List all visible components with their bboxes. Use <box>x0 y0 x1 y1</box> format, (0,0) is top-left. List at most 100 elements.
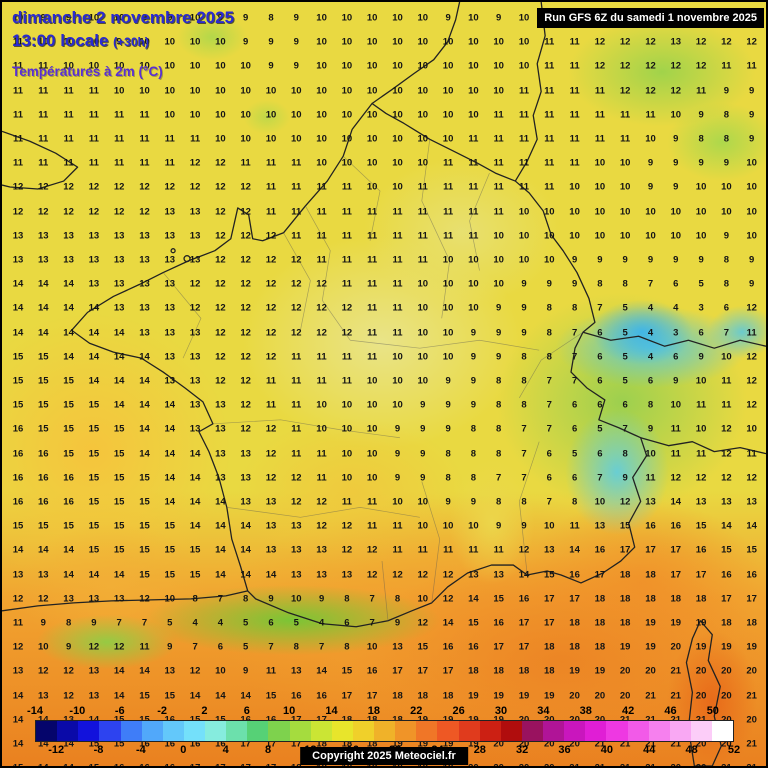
france-outline <box>70 102 648 628</box>
temp-value: 9 <box>470 399 477 411</box>
temp-value: 11 <box>38 60 49 72</box>
temp-value: 13 <box>189 399 201 411</box>
temp-value: 16 <box>38 472 49 484</box>
temp-value: 10 <box>366 60 378 72</box>
temp-value: 9 <box>243 12 249 24</box>
temp-value: 19 <box>695 641 707 653</box>
temp-value: 15 <box>164 568 176 580</box>
temp-value: 10 <box>240 133 251 145</box>
temp-value: 19 <box>619 641 631 653</box>
temp-value: 12 <box>240 375 251 387</box>
temp-value: 12 <box>12 593 24 605</box>
colorbar-label: -2 <box>157 705 167 717</box>
temp-value: 10 <box>215 665 226 677</box>
temp-value: 20 <box>569 714 580 726</box>
temp-value: 8 <box>496 399 502 411</box>
temp-value: 6 <box>597 399 603 411</box>
colorbar-label: 14 <box>325 705 338 717</box>
temp-value: 7 <box>571 351 578 363</box>
temp-value: 10 <box>569 205 580 217</box>
temp-value: 13 <box>139 278 150 290</box>
temp-value: 11 <box>291 351 302 363</box>
temp-value: 10 <box>215 109 226 121</box>
temp-value: 15 <box>63 520 74 532</box>
temp-value: 9 <box>394 617 401 629</box>
temp-value: 10 <box>544 205 555 217</box>
temp-value: 11 <box>569 84 580 96</box>
temp-value: 13 <box>88 230 100 242</box>
temp-value: 13 <box>12 568 24 580</box>
temp-value: 12 <box>265 278 277 290</box>
temp-value: 13 <box>215 423 226 435</box>
temp-value: 5 <box>622 326 628 338</box>
temp-value: 10 <box>619 205 631 217</box>
temp-value: 15 <box>38 351 49 363</box>
temp-value: 7 <box>723 326 730 338</box>
temp-value: 14 <box>113 665 125 677</box>
temp-value: 21 <box>619 762 631 768</box>
colorbar-segment <box>352 721 374 741</box>
temp-value: 12 <box>695 36 707 48</box>
temp-value: 11 <box>63 109 74 121</box>
temp-value: 8 <box>344 593 350 605</box>
colorbar-segment <box>479 721 501 741</box>
colorbar-label: -6 <box>114 705 125 717</box>
temp-value: 13 <box>164 375 176 387</box>
temp-value: 10 <box>518 60 530 72</box>
temp-value: 19 <box>442 738 454 750</box>
temp-value: 11 <box>291 205 302 217</box>
england-coast <box>2 130 79 190</box>
temp-value: 12 <box>88 205 100 217</box>
temp-value: 18 <box>366 714 378 726</box>
temp-value: 18 <box>518 665 530 677</box>
temp-value: 10 <box>38 36 49 48</box>
temp-value: 16 <box>265 714 277 726</box>
temp-value: 7 <box>571 375 578 387</box>
temp-value: 8 <box>394 593 401 605</box>
temp-value: 13 <box>88 254 100 266</box>
temp-value: 15 <box>12 351 24 363</box>
temp-value: 21 <box>645 714 656 726</box>
temp-value: 8 <box>293 641 299 653</box>
temp-value: 19 <box>392 738 403 750</box>
temp-value: 10 <box>594 157 606 169</box>
temp-value: 14 <box>63 544 74 556</box>
temp-value: 12 <box>12 181 24 193</box>
temp-value: 13 <box>113 254 125 266</box>
temp-value: 17 <box>366 689 378 701</box>
temp-value: 11 <box>468 230 479 242</box>
colorbar-segment <box>183 721 205 741</box>
temp-value: 10 <box>215 36 226 48</box>
temp-value: 9 <box>496 520 502 532</box>
temp-value: 16 <box>38 447 49 459</box>
temp-value: 10 <box>468 84 479 96</box>
temp-value: 12 <box>442 568 454 580</box>
temp-value: 17 <box>645 544 656 556</box>
temp-value: 12 <box>316 302 327 314</box>
temp-value: 13 <box>291 665 302 677</box>
temp-value: 12 <box>518 544 530 556</box>
colorbar-segment <box>712 721 734 741</box>
temp-value: 11 <box>341 351 352 363</box>
temp-value: 14 <box>139 351 150 363</box>
temp-value: 11 <box>367 205 378 217</box>
temp-value: 10 <box>417 109 429 121</box>
temp-value: 10 <box>695 205 707 217</box>
temp-value: 10 <box>442 520 454 532</box>
temp-value: 11 <box>265 665 277 677</box>
temp-value: 9 <box>673 254 679 266</box>
temp-value: 12 <box>746 399 757 411</box>
temp-value: 11 <box>139 641 150 653</box>
temp-value: 10 <box>468 109 479 121</box>
temp-value: 18 <box>392 689 403 701</box>
temp-value: 14 <box>38 302 49 314</box>
temp-value: 9 <box>470 351 477 363</box>
temp-value: 15 <box>164 520 176 532</box>
temp-value: 15 <box>63 399 74 411</box>
temp-value: 16 <box>240 714 251 726</box>
temp-value: 13 <box>670 36 682 48</box>
temp-value: 8 <box>192 593 198 605</box>
temp-value: 13 <box>164 278 176 290</box>
temp-value: 14 <box>12 544 24 556</box>
